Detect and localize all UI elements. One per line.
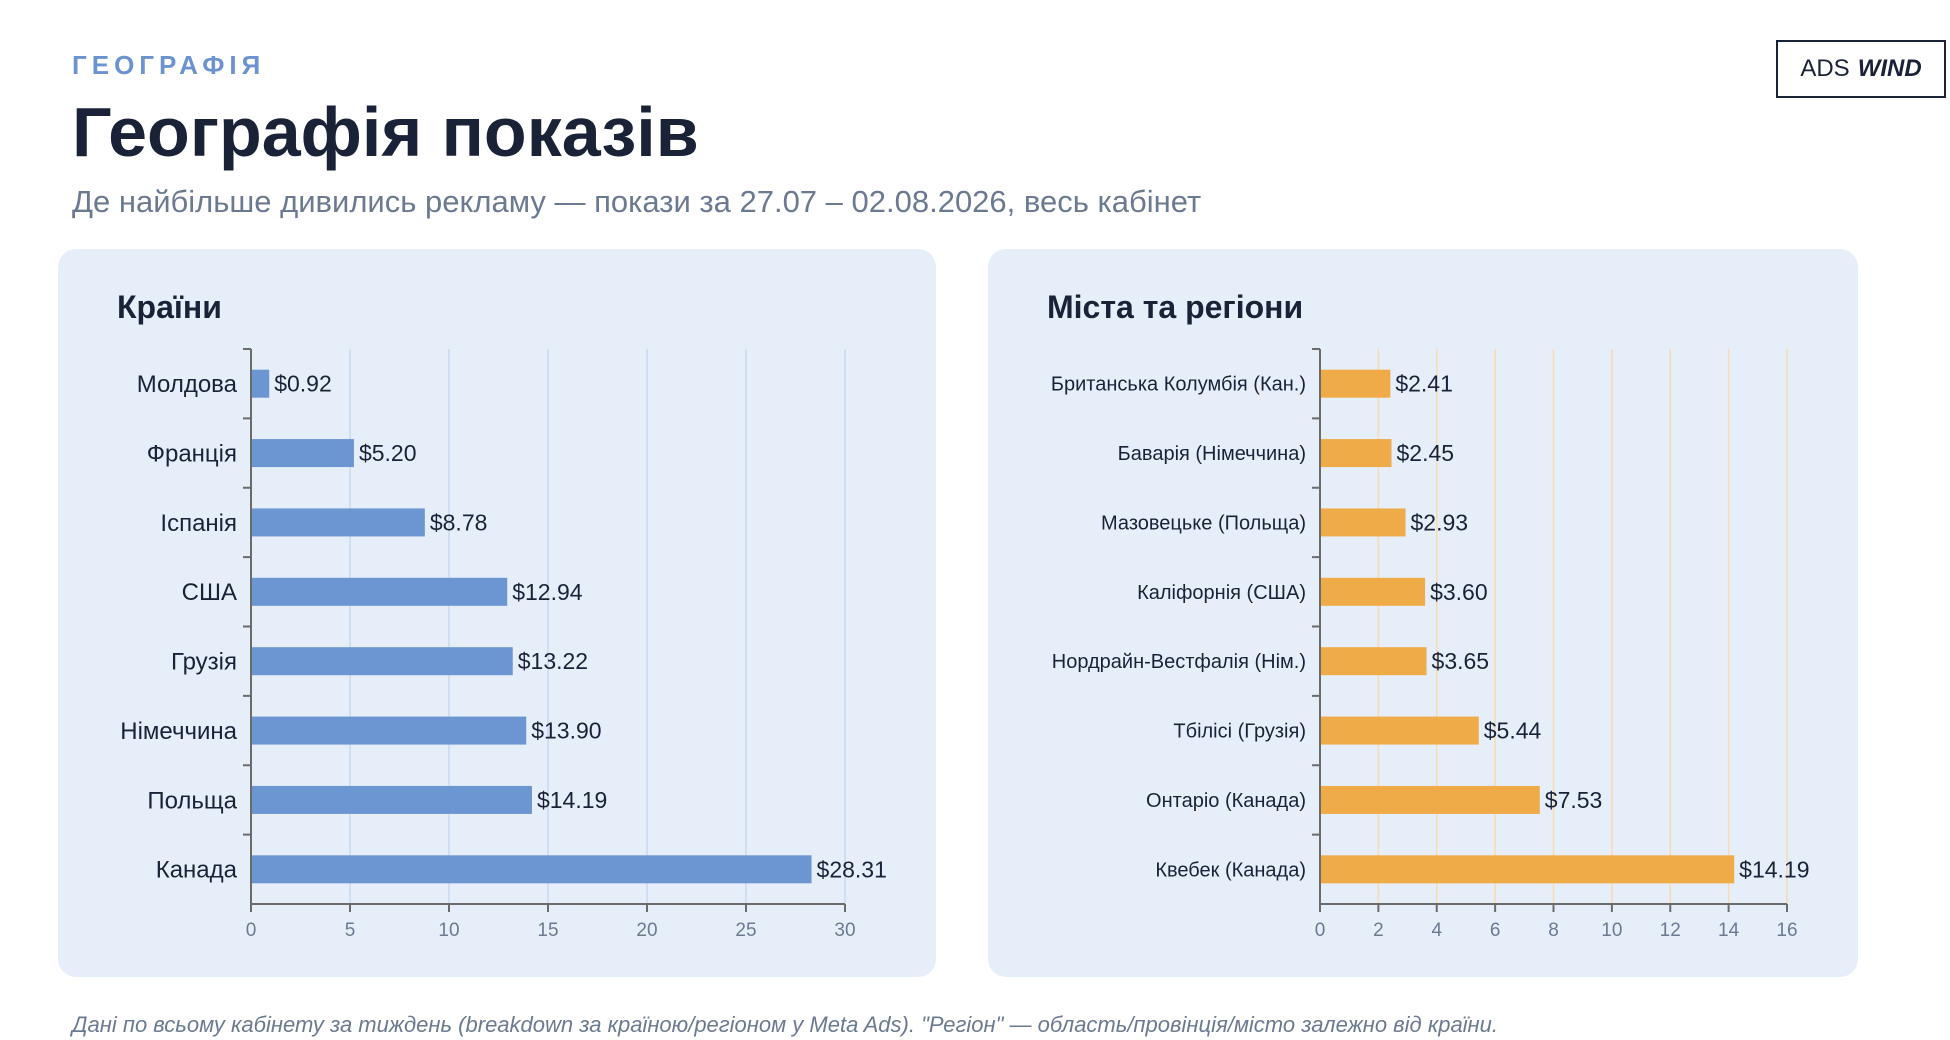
countries-chart-title: Країни bbox=[117, 289, 222, 325]
regions-panel: Міста та регіони Британська Колумбія (Ка… bbox=[988, 249, 1858, 977]
regions-value-label: $7.53 bbox=[1545, 787, 1603, 813]
countries-bar bbox=[251, 508, 425, 537]
eyebrow-label: ГЕОГРАФІЯ bbox=[72, 50, 266, 80]
countries-x-tick-label: 0 bbox=[246, 920, 257, 941]
regions-category-label: Британська Колумбія (Кан.) bbox=[1051, 374, 1306, 396]
regions-bar bbox=[1320, 855, 1735, 884]
regions-value-label: $5.44 bbox=[1484, 718, 1542, 744]
logo-text-regular: ADS bbox=[1800, 55, 1850, 82]
regions-bar bbox=[1320, 508, 1406, 537]
countries-category-label: Іспанія bbox=[160, 510, 237, 537]
brand-logo: ADS WIND bbox=[1776, 40, 1946, 98]
countries-value-label: $5.20 bbox=[359, 440, 417, 466]
regions-value-label: $3.65 bbox=[1432, 648, 1490, 674]
countries-category-label: Канада bbox=[156, 857, 238, 884]
countries-category-label: США bbox=[182, 579, 237, 606]
footnote: Дані по всьому кабінету за тиждень (brea… bbox=[72, 1012, 1499, 1037]
countries-category-label: Німеччина bbox=[120, 718, 237, 745]
regions-x-tick-label: 2 bbox=[1373, 920, 1384, 941]
regions-bar bbox=[1320, 647, 1427, 676]
regions-value-label: $14.19 bbox=[1739, 856, 1809, 882]
countries-x-tick-label: 20 bbox=[636, 920, 657, 941]
countries-bar bbox=[251, 439, 354, 468]
countries-category-label: Франція bbox=[147, 440, 237, 467]
countries-bar bbox=[251, 647, 513, 676]
regions-x-tick-label: 8 bbox=[1548, 920, 1559, 941]
countries-value-label: $14.19 bbox=[537, 787, 607, 813]
regions-category-label: Онтаріо (Канада) bbox=[1146, 790, 1306, 812]
regions-category-label: Баварія (Німеччина) bbox=[1118, 443, 1306, 465]
countries-x-tick-label: 30 bbox=[834, 920, 855, 941]
countries-category-label: Польща bbox=[147, 787, 237, 814]
regions-bar bbox=[1320, 577, 1426, 606]
regions-bar bbox=[1320, 785, 1540, 814]
countries-value-label: $0.92 bbox=[274, 371, 332, 397]
regions-x-tick-label: 10 bbox=[1601, 920, 1622, 941]
regions-category-label: Каліфорнія (США) bbox=[1137, 582, 1306, 604]
regions-value-label: $2.45 bbox=[1397, 440, 1455, 466]
countries-panel: Країни Молдова $0.92 Франція $5.20 Іспанія $8… bbox=[58, 249, 936, 977]
regions-x-tick-label: 6 bbox=[1490, 920, 1501, 941]
countries-category-label: Грузія bbox=[171, 649, 237, 676]
countries-value-label: $28.31 bbox=[817, 856, 887, 882]
regions-category-label: Тбілісі (Грузія) bbox=[1173, 721, 1306, 743]
regions-bar bbox=[1320, 369, 1391, 398]
regions-x-tick-label: 0 bbox=[1315, 920, 1326, 941]
countries-bar bbox=[251, 369, 270, 398]
countries-x-tick-label: 10 bbox=[438, 920, 459, 941]
countries-x-tick-label: 15 bbox=[537, 920, 558, 941]
countries-bar bbox=[251, 716, 527, 745]
countries-x-tick-label: 5 bbox=[345, 920, 356, 941]
countries-bar bbox=[251, 855, 812, 884]
countries-bar bbox=[251, 785, 532, 814]
regions-category-label: Квебек (Канада) bbox=[1155, 859, 1306, 881]
regions-value-label: $3.60 bbox=[1430, 579, 1488, 605]
regions-value-label: $2.41 bbox=[1395, 371, 1453, 397]
regions-x-tick-label: 14 bbox=[1718, 920, 1740, 941]
countries-value-label: $12.94 bbox=[512, 579, 583, 605]
countries-category-label: Молдова bbox=[137, 371, 238, 398]
regions-x-tick-label: 4 bbox=[1431, 920, 1442, 941]
countries-value-label: $13.90 bbox=[531, 718, 601, 744]
regions-chart-title: Міста та регіони bbox=[1047, 289, 1304, 325]
regions-bar bbox=[1320, 716, 1479, 745]
regions-bar bbox=[1320, 439, 1392, 468]
countries-value-label: $13.22 bbox=[518, 648, 588, 674]
countries-value-label: $8.78 bbox=[430, 509, 488, 535]
page-subtitle: Де найбільше дивились рекламу — покази з… bbox=[72, 184, 1202, 219]
regions-category-label: Мазовецьке (Польща) bbox=[1101, 512, 1306, 534]
page-title: Географія показів bbox=[72, 93, 699, 171]
countries-bar bbox=[251, 577, 508, 606]
regions-chart: Британська Колумбія (Кан.) $2.41 Баварія (… bbox=[1051, 348, 1810, 941]
countries-x-tick-label: 25 bbox=[735, 920, 756, 941]
regions-x-tick-label: 12 bbox=[1660, 920, 1681, 941]
logo-text-bold: WIND bbox=[1857, 55, 1922, 82]
regions-value-label: $2.93 bbox=[1411, 509, 1469, 535]
regions-category-label: Нордрайн-Вестфалія (Нім.) bbox=[1052, 651, 1306, 673]
regions-x-tick-label: 16 bbox=[1776, 920, 1797, 941]
countries-chart: Молдова $0.92 Франція $5.20 Іспанія $8.78 США $… bbox=[120, 348, 887, 941]
